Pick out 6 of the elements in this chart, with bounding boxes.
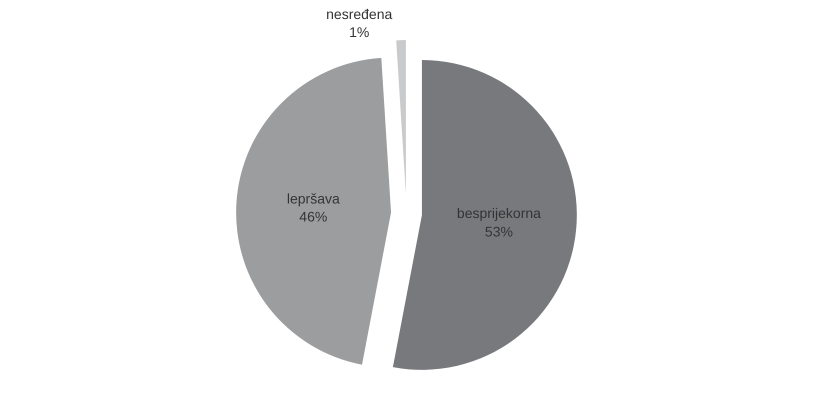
data-label: 1% xyxy=(349,24,370,40)
data-label: 46% xyxy=(299,208,328,225)
slice-label: nesređena xyxy=(326,6,392,22)
slice-label: lepršava xyxy=(286,190,340,207)
slice-label: besprijekorna xyxy=(456,205,542,222)
data-label: 53% xyxy=(484,223,513,240)
